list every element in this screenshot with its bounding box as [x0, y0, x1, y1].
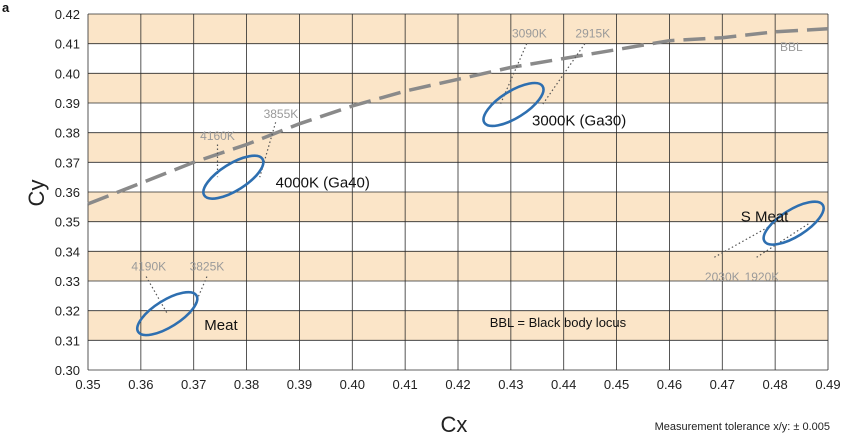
y-tick-label: 0.36: [55, 185, 80, 200]
cct-label: 3090K: [512, 27, 547, 41]
ellipse-label: 4000K (Ga40): [276, 175, 370, 192]
cct-line: [259, 122, 277, 178]
tolerance-ellipse: [762, 200, 825, 246]
y-tick-label: 0.30: [55, 363, 80, 378]
y-tick-label: 0.42: [55, 7, 80, 22]
labels-layer: Meat 4000K (Ga40) 3000K (Ga30) S Meat BBL = …: [204, 112, 789, 334]
y-tick-label: 0.32: [55, 304, 80, 319]
y-tick-label: 0.41: [55, 37, 80, 52]
cct-label: 4190K: [131, 260, 166, 274]
y-tick-label: 0.33: [55, 274, 80, 289]
measurement-tolerance-note: Measurement tolerance x/y: ± 0.005: [655, 421, 830, 433]
y-tick-label: 0.37: [55, 155, 80, 170]
x-tick-label: 0.46: [657, 377, 682, 392]
x-tick-label: 0.48: [762, 377, 787, 392]
x-tick-label: 0.49: [815, 377, 840, 392]
tolerance-ellipse: [136, 290, 199, 337]
y-tick-labels: 0.30 0.31 0.32 0.33 0.34 0.35 0.36 0.37 0.38 0.39…: [55, 7, 80, 378]
x-tick-label: 0.42: [445, 377, 470, 392]
x-tick-label: 0.35: [75, 377, 100, 392]
cct-label: 2915K: [575, 27, 610, 41]
black-body-locus-layer: BBL: [87, 27, 829, 206]
x-tick-label: 0.41: [392, 377, 417, 392]
y-tick-label: 0.35: [55, 215, 80, 230]
panel-label: a: [2, 0, 10, 15]
cct-line: [756, 222, 810, 258]
x-tick-label: 0.39: [287, 377, 312, 392]
x-tick-labels: 0.35 0.36 0.37 0.38 0.39 0.40 0.41 0.42 0.43 0.44…: [75, 377, 840, 392]
ellipse-label: Meat: [204, 317, 238, 334]
cct-line: [190, 276, 208, 314]
tolerance-ellipse: [482, 81, 545, 128]
cct-label: 1920K: [745, 270, 780, 284]
x-tick-label: 0.37: [181, 377, 206, 392]
grid-lines: [87, 13, 829, 371]
x-tick-label: 0.47: [710, 377, 735, 392]
y-tick-label: 0.38: [55, 126, 80, 141]
x-tick-label: 0.40: [340, 377, 365, 392]
tolerance-ellipse: [202, 154, 265, 200]
bbl-definition-note: BBL = Black body locus: [490, 315, 627, 330]
x-tick-label: 0.45: [604, 377, 629, 392]
y-tick-label: 0.34: [55, 244, 80, 259]
x-tick-label: 0.36: [128, 377, 153, 392]
cct-label: 3855K: [264, 107, 299, 121]
cct-lines-layer: 4190K 3825K 4160K 3855K 3090K 2915K 2030K 1920K: [131, 27, 810, 314]
cct-label: 2030K: [705, 270, 740, 284]
y-tick-label: 0.40: [55, 66, 80, 81]
cct-line: [542, 43, 586, 105]
x-tick-label: 0.43: [498, 377, 523, 392]
y-tick-label: 0.31: [55, 333, 80, 348]
cct-line: [499, 43, 528, 105]
ellipse-label: S Meat: [741, 209, 789, 226]
bbl-label: BBL: [780, 40, 803, 54]
cct-label: 3825K: [190, 260, 225, 274]
x-axis-title: Cx: [441, 412, 468, 437]
y-axis-title: Cy: [24, 180, 49, 207]
ellipses-layer: [136, 81, 825, 337]
x-tick-label: 0.44: [551, 377, 576, 392]
y-tick-label: 0.39: [55, 96, 80, 111]
cct-line: [145, 276, 168, 314]
black-body-locus-line: [87, 27, 829, 206]
x-tick-label: 0.38: [234, 377, 259, 392]
cct-label: 4160K: [200, 129, 235, 143]
ellipse-label: 3000K (Ga30): [532, 112, 626, 129]
